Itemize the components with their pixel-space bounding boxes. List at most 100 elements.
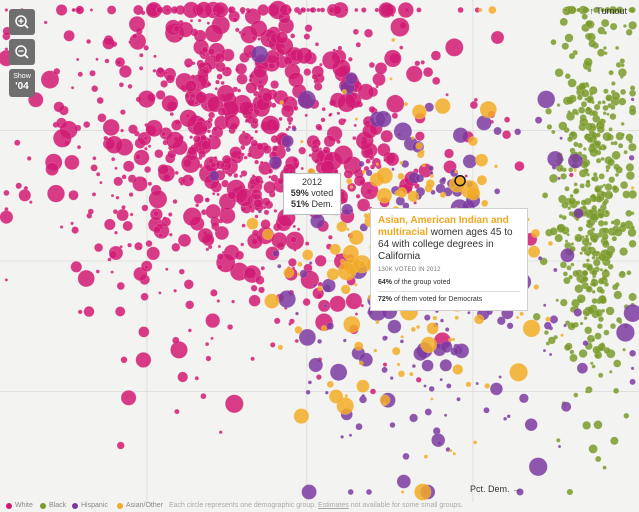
point-white[interactable] bbox=[298, 146, 307, 155]
point-white[interactable] bbox=[114, 166, 118, 171]
point-white[interactable] bbox=[333, 145, 353, 165]
point-black[interactable] bbox=[597, 316, 604, 323]
point-white[interactable] bbox=[105, 135, 124, 154]
point-hispanic[interactable] bbox=[629, 378, 636, 386]
point-white[interactable] bbox=[153, 54, 157, 59]
point-hispanic[interactable] bbox=[365, 488, 373, 496]
point-hispanic[interactable] bbox=[391, 167, 395, 172]
point-black[interactable] bbox=[556, 103, 561, 108]
point-black[interactable] bbox=[588, 39, 597, 48]
point-asian-other[interactable] bbox=[466, 186, 481, 201]
point-white[interactable] bbox=[214, 52, 226, 64]
point-white[interactable] bbox=[177, 21, 194, 38]
point-black[interactable] bbox=[581, 275, 589, 283]
point-hispanic[interactable] bbox=[444, 327, 450, 332]
point-white[interactable] bbox=[40, 70, 60, 89]
point-black[interactable] bbox=[569, 353, 578, 363]
point-hispanic[interactable] bbox=[431, 433, 446, 448]
point-white[interactable] bbox=[368, 154, 375, 161]
point-black[interactable] bbox=[577, 226, 584, 232]
point-white[interactable] bbox=[473, 97, 478, 102]
point-asian-other[interactable] bbox=[452, 451, 457, 456]
point-black[interactable] bbox=[625, 163, 635, 172]
point-white[interactable] bbox=[316, 141, 321, 146]
point-white[interactable] bbox=[161, 95, 179, 112]
point-hispanic[interactable] bbox=[563, 323, 567, 328]
point-hispanic[interactable] bbox=[446, 383, 452, 389]
point-black[interactable] bbox=[628, 292, 637, 302]
point-white[interactable] bbox=[107, 257, 112, 262]
point-white[interactable] bbox=[189, 19, 194, 23]
point-black[interactable] bbox=[565, 111, 576, 121]
point-asian-other[interactable] bbox=[560, 333, 564, 338]
point-black[interactable] bbox=[591, 269, 598, 276]
point-black[interactable] bbox=[595, 308, 604, 317]
point-white[interactable] bbox=[300, 166, 304, 171]
point-hispanic[interactable] bbox=[489, 382, 503, 396]
point-black[interactable] bbox=[603, 220, 609, 226]
point-black[interactable] bbox=[589, 212, 598, 222]
point-white[interactable] bbox=[320, 117, 326, 123]
point-black[interactable] bbox=[605, 94, 613, 102]
point-white[interactable] bbox=[354, 312, 359, 316]
point-white[interactable] bbox=[273, 208, 278, 213]
point-hispanic[interactable] bbox=[427, 165, 434, 172]
point-hispanic[interactable] bbox=[257, 209, 262, 214]
point-white[interactable] bbox=[405, 65, 423, 83]
point-black[interactable] bbox=[602, 30, 608, 35]
point-white[interactable] bbox=[444, 148, 454, 159]
point-white[interactable] bbox=[360, 181, 379, 200]
point-black[interactable] bbox=[619, 247, 628, 257]
point-white[interactable] bbox=[248, 294, 261, 307]
point-hispanic[interactable] bbox=[384, 335, 388, 340]
point-hispanic[interactable] bbox=[393, 122, 413, 141]
point-black[interactable] bbox=[610, 436, 619, 446]
point-asian-other[interactable] bbox=[336, 221, 348, 233]
zoom-out-button[interactable] bbox=[9, 39, 35, 65]
point-white[interactable] bbox=[195, 1, 213, 19]
point-white[interactable] bbox=[210, 161, 217, 169]
point-hispanic[interactable] bbox=[582, 340, 589, 347]
point-white[interactable] bbox=[343, 8, 348, 12]
point-black[interactable] bbox=[615, 166, 623, 174]
point-asian-other[interactable] bbox=[430, 397, 434, 401]
point-white[interactable] bbox=[152, 68, 157, 73]
point-white[interactable] bbox=[290, 33, 296, 39]
point-white[interactable] bbox=[127, 83, 133, 89]
point-white[interactable] bbox=[254, 159, 260, 165]
point-white[interactable] bbox=[122, 220, 133, 232]
point-black[interactable] bbox=[573, 392, 579, 398]
point-white[interactable] bbox=[269, 342, 276, 348]
point-white[interactable] bbox=[229, 146, 242, 159]
point-white[interactable] bbox=[114, 306, 126, 317]
point-black[interactable] bbox=[564, 73, 571, 80]
point-black[interactable] bbox=[558, 121, 568, 131]
point-hispanic[interactable] bbox=[630, 97, 635, 102]
point-white[interactable] bbox=[255, 275, 265, 285]
point-black[interactable] bbox=[590, 361, 594, 366]
point-white[interactable] bbox=[205, 203, 221, 220]
point-white[interactable] bbox=[256, 142, 264, 151]
point-white[interactable] bbox=[90, 164, 98, 172]
point-white[interactable] bbox=[293, 105, 299, 111]
point-black[interactable] bbox=[623, 24, 627, 28]
point-white[interactable] bbox=[345, 292, 363, 310]
point-black[interactable] bbox=[576, 94, 583, 101]
point-asian-other[interactable] bbox=[375, 162, 380, 167]
point-black[interactable] bbox=[566, 488, 574, 496]
point-black[interactable] bbox=[570, 242, 575, 246]
point-black[interactable] bbox=[566, 232, 570, 237]
point-asian-other[interactable] bbox=[403, 101, 409, 107]
point-white[interactable] bbox=[4, 278, 9, 282]
point-white[interactable] bbox=[283, 55, 293, 66]
point-hispanic[interactable] bbox=[342, 338, 347, 343]
point-black[interactable] bbox=[582, 205, 587, 210]
point-white[interactable] bbox=[337, 93, 357, 113]
point-hispanic[interactable] bbox=[567, 153, 584, 169]
point-asian-other[interactable] bbox=[519, 311, 524, 316]
point-black[interactable] bbox=[563, 7, 569, 13]
point-white[interactable] bbox=[4, 206, 9, 212]
point-asian-other[interactable] bbox=[397, 172, 405, 180]
point-black[interactable] bbox=[621, 132, 625, 137]
point-white[interactable] bbox=[135, 351, 152, 368]
